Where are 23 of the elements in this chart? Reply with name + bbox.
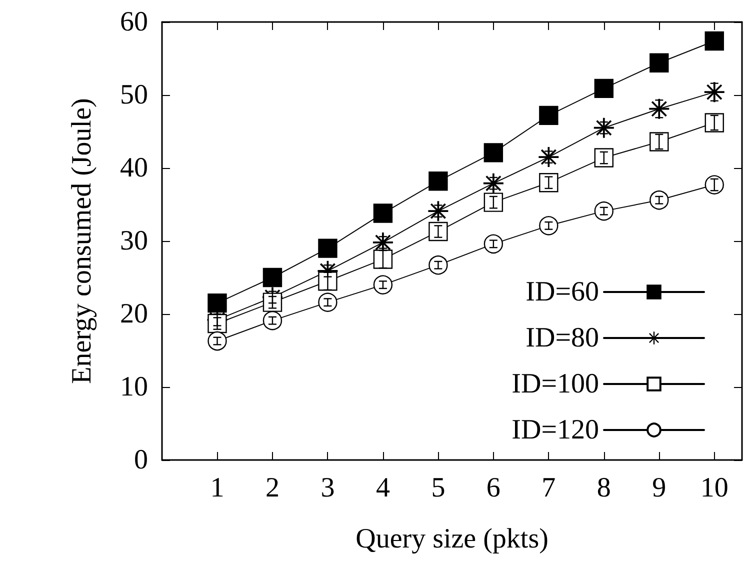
y-axis-title: Energy consumed (Joule) bbox=[66, 98, 98, 384]
x-tick-label: 7 bbox=[542, 472, 556, 504]
x-tick-label: 1 bbox=[210, 472, 224, 504]
x-tick-label: 6 bbox=[486, 472, 500, 504]
x-tick-label: 10 bbox=[700, 472, 728, 504]
y-tick-label: 60 bbox=[120, 6, 148, 38]
x-tick-label: 9 bbox=[652, 472, 666, 504]
y-tick-label: 30 bbox=[120, 226, 148, 256]
x-tick-label: 8 bbox=[596, 472, 611, 504]
y-tick-label: 10 bbox=[120, 372, 148, 402]
legend-label: ID=80 bbox=[526, 322, 599, 354]
x-tick-label: 5 bbox=[431, 472, 446, 504]
y-tick-label: 50 bbox=[120, 80, 148, 110]
legend-label: ID=120 bbox=[512, 414, 599, 446]
x-tick-label: 2 bbox=[265, 472, 280, 504]
y-tick-label: 20 bbox=[120, 298, 148, 330]
y-tick-label: 0 bbox=[134, 444, 148, 476]
legend-label: ID=60 bbox=[526, 276, 599, 308]
x-axis-title: Query size (pkts) bbox=[356, 524, 548, 554]
legend-label: ID=100 bbox=[512, 368, 599, 400]
y-tick-label: 40 bbox=[120, 152, 148, 184]
x-tick-label: 3 bbox=[320, 472, 335, 504]
x-tick-label: 4 bbox=[376, 472, 390, 504]
